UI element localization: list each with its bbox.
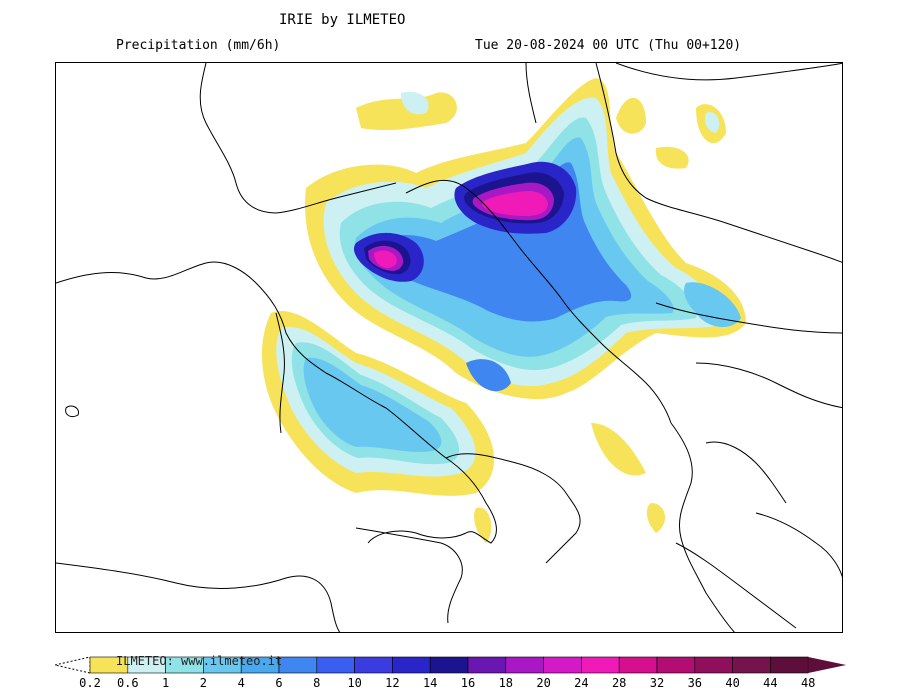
legend-tick-label: 24 bbox=[574, 676, 589, 690]
land-outlines bbox=[56, 63, 842, 632]
legend-tick-label: 14 bbox=[422, 676, 438, 690]
legend-tick-label: 8 bbox=[313, 676, 321, 690]
legend-swatch bbox=[543, 656, 582, 674]
color-legend: 0.2 0.6 1 2 4 6 8 10 12 14 16 18 20 24 28 32 36 40 44 48 bbox=[55, 655, 850, 695]
legend-tick-label: 0.2 bbox=[79, 676, 101, 690]
legend-tick-label: 0.6 bbox=[116, 676, 139, 690]
legend-swatch bbox=[429, 656, 469, 674]
legend-swatch bbox=[392, 656, 431, 674]
legend-tick-label: 16 bbox=[460, 676, 476, 690]
legend-tick-labels: 0.2 0.6 1 2 4 6 8 10 12 14 16 18 20 24 28 32 36 40 44 48 bbox=[55, 676, 850, 692]
legend-swatch bbox=[354, 656, 393, 674]
legend-right-tip bbox=[808, 657, 847, 673]
legend-tick-label: 18 bbox=[498, 676, 514, 690]
legend-tick-label: 48 bbox=[800, 676, 816, 690]
legend-swatch bbox=[656, 656, 696, 674]
legend-tick-label: 6 bbox=[275, 676, 283, 690]
map-title: IRIE by ILMETEO bbox=[279, 12, 406, 28]
legend-swatch bbox=[278, 656, 318, 674]
legend-swatch bbox=[732, 656, 771, 674]
watermark-text: ILMETEO: www.ilmeteo.it bbox=[116, 654, 283, 668]
legend-swatch bbox=[467, 656, 507, 674]
legend-swatch bbox=[581, 656, 620, 674]
precip-magenta-areas bbox=[374, 191, 548, 268]
legend-tick-label: 32 bbox=[649, 676, 665, 690]
legend-swatch bbox=[770, 656, 809, 674]
legend-tick-label: 28 bbox=[611, 676, 627, 690]
precipitation-map bbox=[55, 62, 843, 633]
legend-tick-label: 4 bbox=[237, 676, 245, 690]
legend-tick-label: 10 bbox=[347, 676, 362, 690]
legend-left-tip bbox=[55, 656, 91, 674]
legend-tick-label: 1 bbox=[161, 676, 170, 690]
legend-swatch bbox=[316, 656, 355, 674]
legend-tick-label: 20 bbox=[536, 676, 551, 690]
legend-tick-label: 36 bbox=[687, 676, 703, 690]
legend-color-bar bbox=[55, 656, 847, 674]
legend-swatch bbox=[618, 656, 658, 674]
legend-swatch bbox=[694, 656, 733, 674]
legend-tick-label: 2 bbox=[199, 676, 208, 690]
map-canvas bbox=[56, 63, 842, 632]
forecast-time-label: Tue 20-08-2024 00 UTC (Thu 00+120) bbox=[475, 38, 742, 53]
variable-label: Precipitation (mm/6h) bbox=[116, 38, 281, 53]
legend-swatch bbox=[505, 656, 544, 674]
legend-tick-label: 40 bbox=[725, 676, 740, 690]
legend-tick-label: 44 bbox=[763, 676, 778, 690]
legend-tick-label: 12 bbox=[385, 676, 400, 690]
